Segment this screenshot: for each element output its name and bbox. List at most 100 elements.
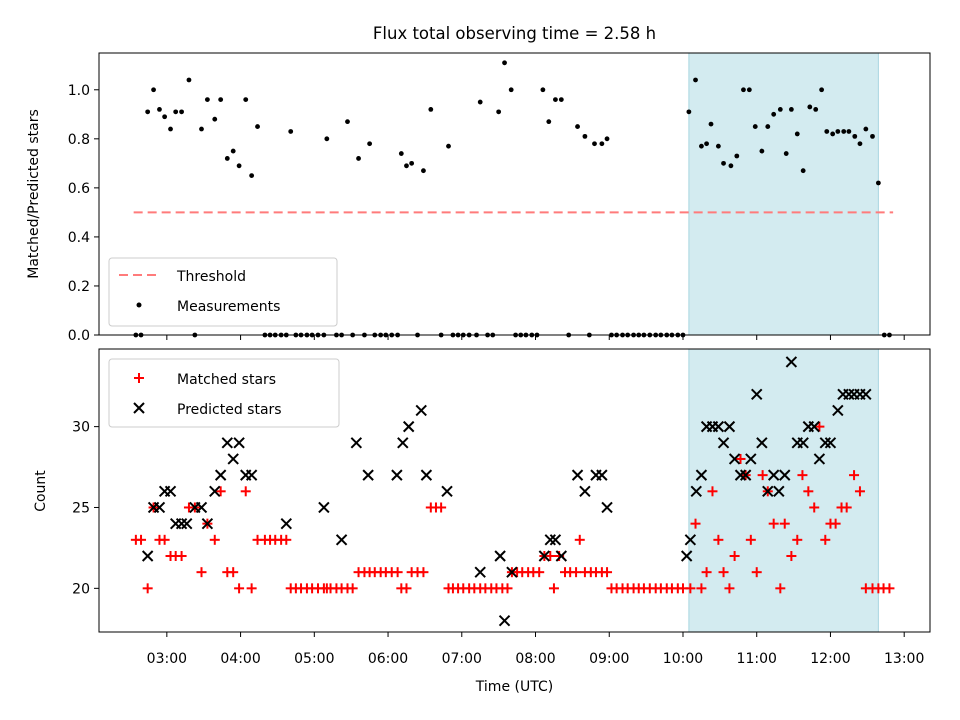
matched-star-point	[234, 583, 245, 594]
matched-star-point	[502, 583, 513, 594]
predicted-star-point	[808, 420, 820, 433]
measurement-point	[841, 129, 847, 134]
matched-star-point	[707, 486, 718, 497]
measurement-point	[857, 141, 863, 147]
top-shaded-region	[688, 52, 879, 336]
x-tick-label: 13:00	[884, 651, 924, 667]
measurement-point	[508, 87, 514, 93]
bottom-points	[130, 356, 895, 627]
predicted-star-point	[860, 388, 872, 400]
measurement-point	[708, 121, 714, 127]
measurement-point	[345, 119, 350, 125]
matched-star-point	[884, 583, 895, 594]
predicted-star-point	[538, 550, 551, 562]
predicted-star-point	[214, 469, 227, 481]
predicted-star-point	[555, 550, 568, 562]
bottom-legend: Matched stars Predicted stars	[108, 358, 340, 428]
matched-star-point	[797, 470, 808, 481]
matched-star-point	[246, 583, 257, 594]
matched-star-point	[849, 470, 860, 481]
matched-star-point	[534, 567, 545, 578]
measurement-point	[734, 153, 740, 159]
matched-star-point	[830, 518, 841, 529]
measurement-point	[699, 143, 704, 149]
measurement-point	[863, 126, 869, 132]
predicted-star-point	[832, 404, 844, 417]
predicted-star-point	[745, 453, 757, 465]
predicted-star-point	[767, 469, 780, 481]
legend-predicted-swatch	[133, 402, 145, 414]
measurement-point	[599, 141, 605, 147]
matched-star-point	[768, 518, 779, 529]
top-x-ticks	[166, 335, 905, 340]
measurement-point	[230, 148, 236, 154]
measurement-point	[693, 77, 698, 83]
predicted-star-point	[843, 388, 855, 400]
predicted-star-point	[280, 517, 292, 530]
legend-measurements-label: Measurements	[177, 299, 280, 315]
x-tick-label: 03:00	[147, 651, 187, 667]
measurement-point	[800, 168, 806, 174]
measurement-point	[540, 87, 546, 93]
measurement-point	[409, 160, 415, 166]
measurement-point	[186, 77, 192, 83]
predicted-star-point	[350, 437, 363, 449]
measurement-point	[794, 131, 800, 137]
predicted-star-point	[181, 517, 193, 530]
matched-star-point	[814, 421, 825, 432]
measurement-point	[824, 129, 830, 134]
predicted-star-point	[785, 356, 798, 368]
matched-star-point	[757, 470, 768, 481]
measurement-point	[398, 151, 404, 156]
predicted-star-point	[739, 469, 752, 481]
matched-star-point	[240, 486, 251, 497]
predicted-star-point	[141, 550, 154, 562]
matched-star-point	[209, 534, 220, 545]
measurement-point	[852, 133, 858, 139]
matched-star-point	[176, 550, 187, 561]
top-y-tick-label: 1.0	[68, 83, 90, 99]
measurement-point	[870, 133, 875, 139]
predicted-star-point	[690, 485, 702, 498]
bottom-x-ticks: 03:00 04:00 05:00 06:00 07:00 08:00 09:00 10:00…	[147, 632, 924, 667]
chart-title: Flux total observing time = 2.58 h	[373, 24, 656, 43]
measurement-point	[288, 129, 294, 134]
top-y-tick-label: 0.4	[68, 230, 90, 246]
predicted-star-point	[728, 453, 741, 465]
predicted-star-point	[221, 437, 234, 449]
matched-star-point	[392, 567, 403, 578]
measurement-point	[162, 114, 168, 120]
measurement-point	[715, 143, 721, 149]
measurement-point	[813, 107, 819, 112]
predicted-star-point	[601, 501, 613, 514]
measurement-point	[771, 111, 777, 117]
measurement-point	[830, 131, 836, 137]
bottom-legend-box	[108, 358, 340, 428]
bottom-y-axis-label: Count	[33, 470, 49, 512]
predicted-star-point	[751, 388, 763, 400]
matched-star-point	[142, 583, 153, 594]
predicted-star-point	[153, 501, 166, 514]
x-tick-label: 10:00	[663, 651, 703, 667]
predicted-star-point	[773, 485, 785, 498]
matched-star-point	[745, 534, 756, 545]
matched-star-point	[545, 550, 556, 561]
measurement-point	[236, 163, 242, 169]
matched-star-point	[724, 583, 735, 594]
matched-star-point	[196, 567, 207, 578]
predicted-star-point	[596, 469, 608, 481]
measurement-point	[765, 124, 771, 129]
measurement-point	[249, 173, 255, 179]
predicted-star-point	[813, 453, 826, 465]
top-y-tick-label: 0.2	[68, 279, 90, 295]
measurement-point	[157, 107, 162, 112]
x-tick-label: 11:00	[737, 651, 777, 667]
predicted-star-point	[233, 437, 245, 449]
matched-star-point	[281, 534, 292, 545]
measurement-point	[421, 168, 426, 174]
measurement-point	[255, 124, 260, 129]
bottom-y-tick-label: 30	[72, 420, 90, 436]
top-y-ticks: 0.0 0.2 0.4 0.6 0.8 1.0	[68, 83, 99, 344]
predicted-star-point	[494, 550, 506, 562]
